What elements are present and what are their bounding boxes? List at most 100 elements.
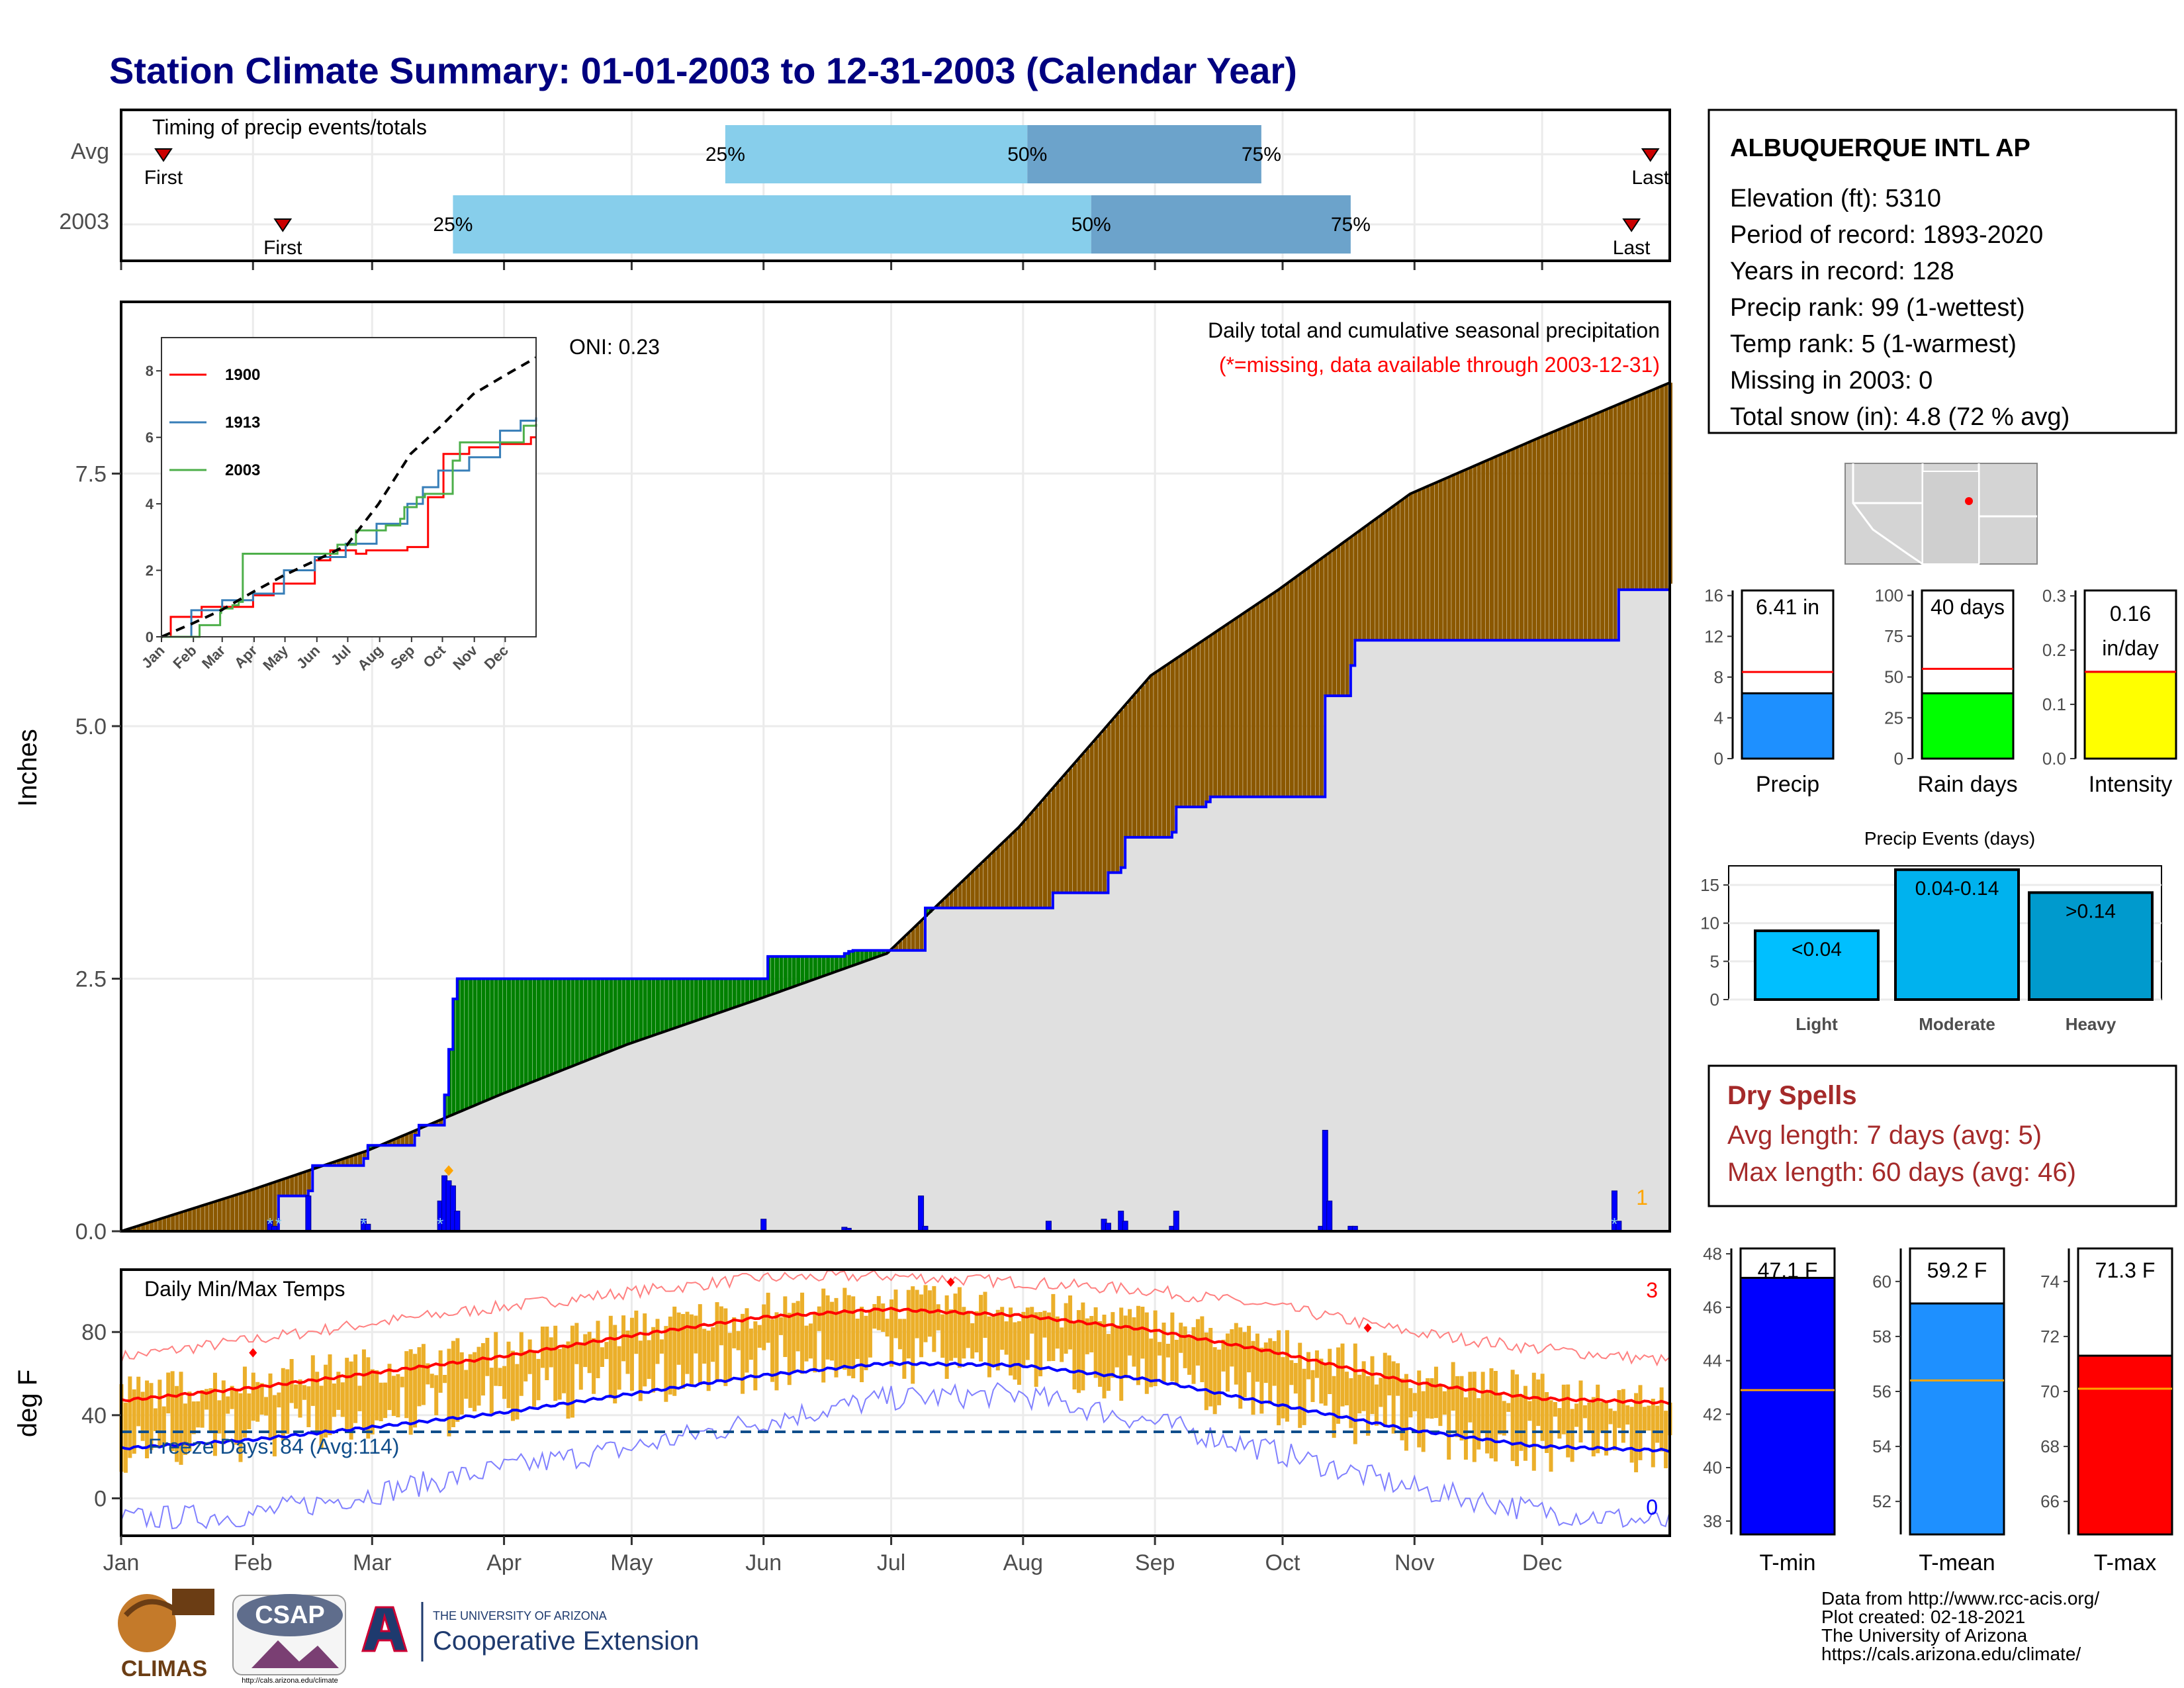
inset-series-average <box>161 356 537 638</box>
legend-label-2003: 2003 <box>225 461 260 479</box>
station-name: ALBUQUERQUE INTL AP <box>1730 134 2030 162</box>
precip-tick-label: 4 <box>1714 708 1723 727</box>
dry-spells-title: Dry Spells <box>1727 1081 1857 1110</box>
station-location-dot <box>1965 497 1973 505</box>
tmax-value-label: 71.3 F <box>2095 1258 2156 1282</box>
temperature-summary-bars: 38 40 42 44 46 48 47.1 F T-min 52 54 56 58 60 59.2 F T… <box>1703 1244 2173 1575</box>
inset-background <box>161 338 536 637</box>
events-bar-label: 0.04-0.14 <box>1915 878 1999 900</box>
precip-y-tick-label: 7.5 <box>75 461 107 487</box>
precip-panel: * * * * * 0.02.55.07.5 Inches ONI: 0.23 Dail… <box>13 301 1673 1244</box>
temp-panel-label: Daily Min/Max Temps <box>144 1277 345 1301</box>
timing-row-avg: Avg <box>71 139 109 164</box>
timing-p75-label: 75% <box>1242 144 1281 165</box>
month-label: Aug <box>1003 1550 1044 1575</box>
record-low-count: 0 <box>1646 1495 1658 1519</box>
intensity-bar <box>2083 671 2177 760</box>
precip-surplus-area <box>311 908 936 1170</box>
record-low-line <box>120 1382 1670 1530</box>
inset-y-tick-label: 4 <box>146 496 154 512</box>
inset-y-tick-label: 6 <box>146 430 154 446</box>
precip-tick-label: 0 <box>1714 749 1723 769</box>
dry-spells-avg: Avg length: 7 days (avg: 5) <box>1727 1121 2042 1150</box>
daily-precip-bar <box>454 1210 461 1232</box>
precip-caption: Daily total and cumulative seasonal prec… <box>1208 318 1660 342</box>
tmean-bar <box>1909 1302 2005 1536</box>
snow-depth-marker-icon <box>444 1165 453 1176</box>
daily-precip-bar <box>1122 1221 1128 1232</box>
temp-panel: 0 40 80 deg F Daily Min/Max Temps Freeze D… <box>13 1268 1672 1575</box>
precip-frame <box>120 301 1671 1233</box>
record-high-marker-icon <box>1363 1323 1372 1333</box>
timing-frame <box>120 109 1671 262</box>
inset-x-tick-label: May <box>259 641 291 673</box>
precip-y-tick-label: 2.5 <box>75 966 107 992</box>
timing-p25-label: 25% <box>433 214 473 236</box>
precip-label: Precip <box>1756 772 1819 797</box>
events-bar-label: >0.14 <box>2066 900 2116 922</box>
month-label: Sep <box>1135 1550 1175 1575</box>
tmean-tick-label: 60 <box>1872 1272 1891 1291</box>
events-bar-heavy <box>2028 891 2154 1002</box>
inset-x-tick-label: Apr <box>231 642 261 672</box>
rain_days-bar <box>1921 692 2015 760</box>
rain_days-label: Rain days <box>1917 772 2017 797</box>
station-info-line: Period of record: 1893-2020 <box>1730 221 2043 249</box>
timing-p50-label: 50% <box>1007 144 1047 165</box>
last-label: Last <box>1631 167 1669 189</box>
month-label: Nov <box>1394 1550 1434 1575</box>
precip-y-tick-label: 0.0 <box>75 1219 107 1244</box>
first-label: First <box>144 167 183 189</box>
tmin-tick-label: 42 <box>1703 1404 1722 1424</box>
footer-line-1: Data from http://www.rcc-acis.org/ <box>1821 1588 2099 1609</box>
precip-tick-label: 16 <box>1704 586 1723 606</box>
normal-max-line <box>120 1306 1670 1405</box>
inset-x-tick-label: Jan <box>138 642 167 671</box>
first-marker-icon <box>154 148 173 162</box>
events-bar-label: <0.04 <box>1792 939 1842 961</box>
temp-ylabel: deg F <box>13 1370 42 1437</box>
timing-bar-q2-avg <box>1027 125 1261 183</box>
month-label: Dec <box>1522 1550 1562 1575</box>
record-high-marker-icon <box>946 1277 955 1287</box>
tmin-tick-label: 40 <box>1703 1458 1722 1477</box>
temp-frame <box>120 1268 1671 1537</box>
footer-line-3: The University of Arizona <box>1821 1625 2028 1646</box>
timing-bar-q1-avg <box>725 125 1028 183</box>
normal-min-line <box>120 1360 1670 1454</box>
timing-p75-label: 75% <box>1331 214 1371 236</box>
climas-text: CLIMAS <box>121 1656 207 1681</box>
station-info: ALBUQUERQUE INTL AP Elevation (ft): 5310… <box>1707 109 2177 434</box>
month-label: Apr <box>486 1550 522 1575</box>
daily-precip-bar <box>760 1219 767 1232</box>
station-info-line: Elevation (ft): 5310 <box>1730 185 1941 212</box>
inset-x-tick-label: Aug <box>354 642 386 674</box>
rain_days-tick-label: 25 <box>1884 708 1903 727</box>
intensity-tick-label: 0.2 <box>2042 640 2066 660</box>
record-high-marker-icon <box>249 1348 257 1358</box>
inset-x-tick-label: Mar <box>199 642 229 673</box>
summary-bars: 0 4 8 12 16 6.41 in Precip 0 25 50 75 100 40 days Rai… <box>1704 585 2177 797</box>
first-label: First <box>263 237 302 259</box>
station-info-line: Years in record: 128 <box>1730 258 1954 285</box>
daily-precip-bar <box>1326 1200 1333 1232</box>
temp-y-tick-label: 40 <box>81 1403 107 1429</box>
tmin-value-label: 47.1 F <box>1758 1258 1818 1282</box>
missing-note: (*=missing, data available through 2003-… <box>1219 353 1660 377</box>
events-bar-moderate <box>1894 868 2020 1002</box>
daily-temp-bars <box>119 1285 1672 1473</box>
state-shape <box>1922 471 1979 565</box>
rain_days-tick-label: 0 <box>1894 749 1903 769</box>
events-bar-light <box>1754 929 1880 1001</box>
a-logo-icon <box>361 1606 408 1652</box>
page-title: Station Climate Summary: 01-01-2003 to 1… <box>109 50 1297 91</box>
inset-x-tick-label: Oct <box>420 641 449 671</box>
legend-label-1900: 1900 <box>225 366 260 384</box>
tmax-tick-label: 68 <box>2040 1436 2060 1456</box>
normal-precip-fill <box>121 583 1670 1231</box>
events-category-label: Heavy <box>2066 1014 2116 1034</box>
month-label: Jun <box>745 1550 782 1575</box>
events-tick-label: 5 <box>1710 951 1719 971</box>
footer-line-4: https://cals.arizona.edu/climate/ <box>1821 1644 2081 1664</box>
